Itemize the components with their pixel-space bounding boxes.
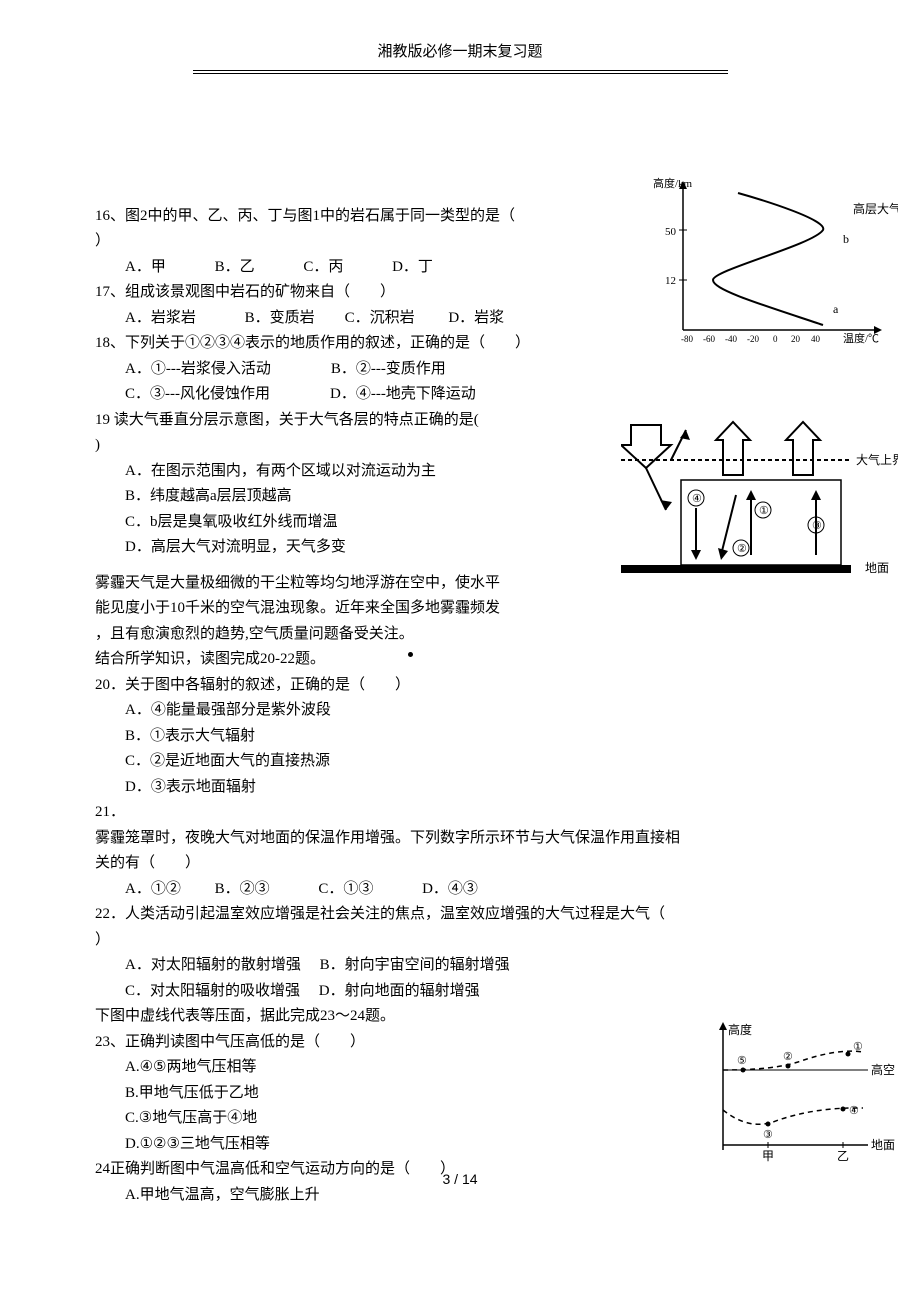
svg-text:①: ①	[853, 1041, 863, 1053]
q21-options: A．①② B．②③ C．①③ D．④③	[95, 877, 825, 903]
svg-text:高空: 高空	[871, 1062, 895, 1077]
svg-text:乙: 乙	[837, 1149, 849, 1163]
q21-stem: 雾霾笼罩时，夜晚大气对地面的保温作用增强。下列数字所示环节与大气保温作用直接相	[95, 826, 825, 852]
svg-text:-20: -20	[747, 334, 759, 344]
q20-stem: 20．关于图中各辐射的叙述，正确的是（ ）	[95, 673, 825, 699]
svg-text:①: ①	[759, 505, 769, 517]
q20-c: C．②是近地面大气的直接热源	[95, 749, 825, 775]
q22-cd: C．对太阳辐射的吸收增强 D．射向地面的辐射增强	[95, 979, 825, 1005]
svg-text:-60: -60	[703, 334, 715, 344]
q22-close: ）	[95, 928, 825, 954]
svg-text:0: 0	[773, 334, 778, 344]
q18-opt-cd: C．③---风化侵蚀作用 D．④---地壳下降运动	[95, 382, 825, 408]
svg-text:-80: -80	[681, 334, 693, 344]
stray-dot	[408, 652, 413, 657]
haze-p4: 结合所学知识，读图完成20-22题。	[95, 647, 825, 673]
q21-num: 21．	[95, 800, 825, 826]
figure-atmosphere-radiation: 大气上界 地面 ④ ① ② ③	[621, 420, 898, 580]
figure-isobaric-surface: 高度 地面 高空 ⑤ ② ① ③ ④ 甲 乙	[703, 1020, 898, 1170]
svg-text:②: ②	[737, 543, 747, 555]
svg-text:④: ④	[692, 493, 702, 505]
q22-ab: A．对太阳辐射的散射增强 B．射向宇宙空间的辐射增强	[95, 953, 825, 979]
q22-stem: 22．人类活动引起温室效应增强是社会关注的焦点，温室效应增强的大气过程是大气（	[95, 902, 825, 928]
page-header: 湘教版必修一期末复习题	[95, 40, 825, 70]
svg-text:高度: 高度	[728, 1022, 752, 1037]
svg-text:③: ③	[763, 1129, 773, 1141]
q18-opt-ab: A．①---岩浆侵入活动 B．②---变质作用	[95, 357, 825, 383]
fig1-ylabel: 高度/km	[653, 176, 693, 190]
fig1-tick12: 12	[665, 275, 676, 287]
svg-text:⑤: ⑤	[737, 1055, 747, 1067]
svg-text:-40: -40	[725, 334, 737, 344]
svg-text:20: 20	[791, 334, 801, 344]
q21-stem2: 关的有（ ）	[95, 851, 825, 877]
page-number: 3 / 14	[0, 1168, 920, 1192]
fig1-xlabel: 温度/℃	[843, 331, 879, 345]
header-rule-1	[193, 70, 728, 71]
svg-text:地面: 地面	[871, 1138, 895, 1152]
haze-p2: 能见度小于10千米的空气混浊现象。近年来全国多地雾霾频发	[95, 596, 825, 622]
q20-a: A．④能量最强部分是紫外波段	[95, 698, 825, 724]
fig1-layer-label: 高层大气	[853, 201, 898, 216]
haze-p3: ，且有愈演愈烈的趋势,空气质量问题备受关注。	[95, 622, 825, 648]
fig1-b: b	[843, 232, 849, 246]
q20-d: D．③表示地面辐射	[95, 775, 825, 801]
q20-b: B．①表示大气辐射	[95, 724, 825, 750]
fig2-upper: 大气上界	[856, 452, 898, 467]
figure-atmosphere-layers: 高度/km 高层大气 50 12 b a -80 -60 -40 -20 0 20 4…	[643, 175, 898, 355]
fig1-tick50: 50	[665, 226, 677, 238]
svg-text:④: ④	[849, 1105, 859, 1117]
header-rule-2	[193, 73, 728, 74]
svg-text:③: ③	[812, 520, 822, 532]
svg-text:40: 40	[811, 334, 821, 344]
fig2-ground: 地面	[865, 561, 889, 575]
svg-text:②: ②	[783, 1051, 793, 1063]
fig1-a: a	[833, 302, 839, 316]
svg-text:甲: 甲	[762, 1149, 774, 1163]
